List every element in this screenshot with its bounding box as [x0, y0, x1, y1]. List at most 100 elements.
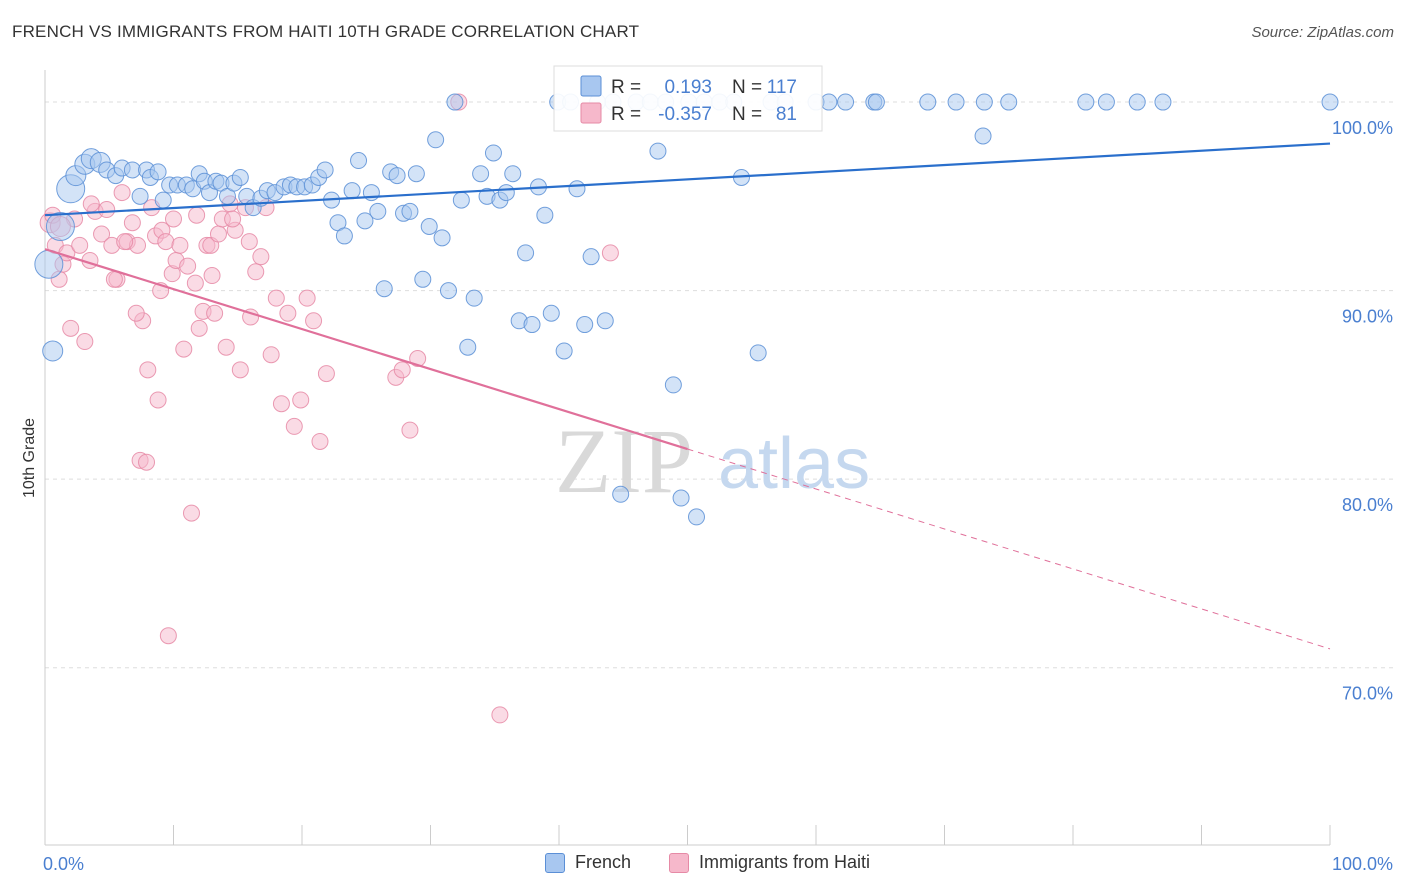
french-point: [433, 229, 451, 247]
french-point: [401, 202, 419, 220]
haiti-point: [224, 210, 242, 228]
series-french-points: [34, 93, 1339, 526]
y-tick-labels: 100.0% 90.0% 80.0% 70.0%: [1332, 118, 1393, 704]
y-axis-label: 10th Grade: [21, 418, 38, 498]
french-point: [664, 376, 682, 394]
french-point: [375, 280, 393, 298]
x-tick-labels: 0.0% 100.0%: [43, 854, 1393, 874]
haiti-point: [98, 201, 116, 219]
stats-french-r-label: R =: [611, 77, 641, 98]
french-point: [123, 161, 141, 179]
stats-french-n-label: N =: [732, 77, 762, 98]
haiti-point: [157, 233, 175, 251]
stats-haiti-r-value: -0.357: [658, 104, 712, 125]
haiti-point: [171, 236, 189, 254]
haiti-point: [285, 417, 303, 435]
source-label: Source: ZipAtlas.com: [1251, 24, 1394, 41]
haiti-point: [175, 340, 193, 358]
french-point: [974, 127, 992, 145]
french-point: [45, 212, 75, 242]
haiti-point: [409, 350, 427, 368]
trend-line-haiti: [44, 248, 688, 451]
french-point: [356, 212, 374, 230]
haiti-point: [601, 244, 619, 262]
french-point: [484, 144, 502, 162]
haiti-point: [71, 236, 89, 254]
french-point: [446, 93, 464, 111]
french-point: [343, 182, 361, 200]
french-point: [568, 180, 586, 198]
haiti-point: [123, 214, 141, 232]
legend-item-french[interactable]: French: [545, 852, 631, 873]
french-point: [350, 152, 368, 170]
french-point: [452, 191, 470, 209]
haiti-point: [247, 263, 265, 281]
french-point: [582, 248, 600, 266]
french-point: [42, 340, 64, 362]
french-point: [154, 191, 172, 209]
french-point: [536, 206, 554, 224]
haiti-point: [149, 391, 167, 409]
haiti-point: [267, 289, 285, 307]
french-point: [504, 165, 522, 183]
french-point: [231, 168, 249, 186]
haiti-point: [217, 338, 235, 356]
haiti-point: [62, 319, 80, 337]
french-point: [420, 218, 438, 236]
french-point: [1000, 93, 1018, 111]
x-tick-label-min: 0.0%: [43, 854, 84, 874]
french-point: [672, 489, 690, 507]
haiti-point: [252, 248, 270, 266]
french-point: [497, 184, 515, 202]
haiti-point: [209, 225, 227, 243]
french-point: [369, 202, 387, 220]
french-point: [576, 316, 594, 334]
haiti-point: [231, 361, 249, 379]
french-point: [919, 93, 937, 111]
french-point: [1077, 93, 1095, 111]
legend-swatch-haiti: [669, 852, 689, 873]
haiti-point: [203, 267, 221, 285]
haiti-point: [188, 206, 206, 224]
french-point: [335, 227, 353, 245]
french-point: [1097, 93, 1115, 111]
french-point: [517, 244, 535, 262]
haiti-point: [113, 184, 131, 202]
french-point: [612, 485, 630, 503]
stats-legend: R = 0.193 N = 117 R = -0.357 N = 81: [553, 65, 823, 132]
french-point: [316, 161, 334, 179]
french-point: [867, 93, 885, 111]
stats-haiti-r-label: R =: [611, 104, 641, 125]
french-point: [1128, 93, 1146, 111]
french-point: [1154, 93, 1172, 111]
haiti-point: [182, 504, 200, 522]
legend-label-french: French: [575, 852, 632, 872]
y-tick-label: 100.0%: [1332, 118, 1393, 138]
french-point: [459, 338, 477, 356]
french-point: [975, 93, 993, 111]
haiti-point: [292, 391, 310, 409]
y-tick-label: 70.0%: [1342, 684, 1393, 704]
haiti-point: [127, 304, 145, 322]
haiti-point: [317, 365, 335, 383]
haiti-point: [491, 706, 509, 724]
french-point: [687, 508, 705, 526]
haiti-point: [279, 304, 297, 322]
haiti-point: [139, 361, 157, 379]
french-point: [542, 304, 560, 322]
stats-swatch-french: [580, 75, 602, 97]
french-point: [439, 282, 457, 300]
french-point: [149, 163, 167, 181]
y-tick-label: 80.0%: [1342, 495, 1393, 515]
haiti-point: [298, 289, 316, 307]
legend-label-haiti: Immigrants from Haiti: [699, 852, 871, 872]
haiti-point: [159, 627, 177, 645]
french-point: [414, 270, 432, 288]
french-point: [472, 165, 490, 183]
stats-haiti-n-label: N =: [732, 104, 762, 125]
stats-swatch-haiti: [580, 102, 602, 124]
french-point: [749, 344, 767, 362]
legend-item-haiti[interactable]: Immigrants from Haiti: [669, 852, 870, 873]
haiti-point: [242, 308, 260, 326]
